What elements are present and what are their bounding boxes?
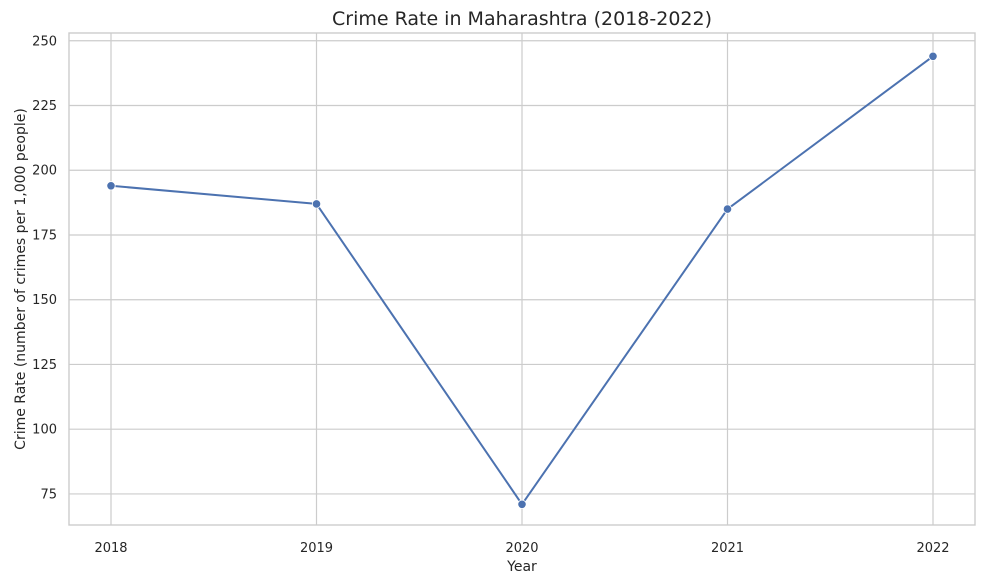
- y-tick-label: 200: [32, 164, 57, 179]
- grid: [69, 33, 975, 525]
- data-point: [311, 199, 322, 209]
- series-layer: [106, 51, 938, 509]
- y-tick-label: 125: [32, 358, 57, 373]
- plot-frame: [68, 32, 976, 526]
- y-tick-label: 250: [32, 34, 57, 49]
- y-tick-label: 100: [32, 423, 57, 438]
- y-tick-label: 225: [32, 99, 57, 114]
- x-axis-label: Year: [506, 559, 537, 575]
- x-tick-label: 2020: [505, 541, 538, 556]
- y-tick-label: 150: [32, 293, 57, 308]
- x-tick-label: 2019: [300, 541, 333, 556]
- chart-title: Crime Rate in Maharashtra (2018-2022): [332, 8, 712, 30]
- x-tick-label: 2021: [711, 541, 744, 556]
- data-point: [722, 204, 733, 214]
- y-axis-label: Crime Rate (number of crimes per 1,000 p…: [13, 108, 29, 450]
- y-tick-label: 175: [32, 228, 57, 243]
- x-tick-label: 2018: [94, 541, 127, 556]
- x-axis-ticks: 2018 2019 2020 2021 2022: [94, 541, 949, 556]
- y-tick-label: 75: [40, 487, 57, 502]
- x-tick-label: 2022: [916, 541, 949, 556]
- data-point: [106, 181, 116, 191]
- data-point: [517, 499, 527, 509]
- data-point: [928, 51, 938, 61]
- y-axis-ticks: 75 100 125 150 175 200 225 250: [32, 34, 57, 502]
